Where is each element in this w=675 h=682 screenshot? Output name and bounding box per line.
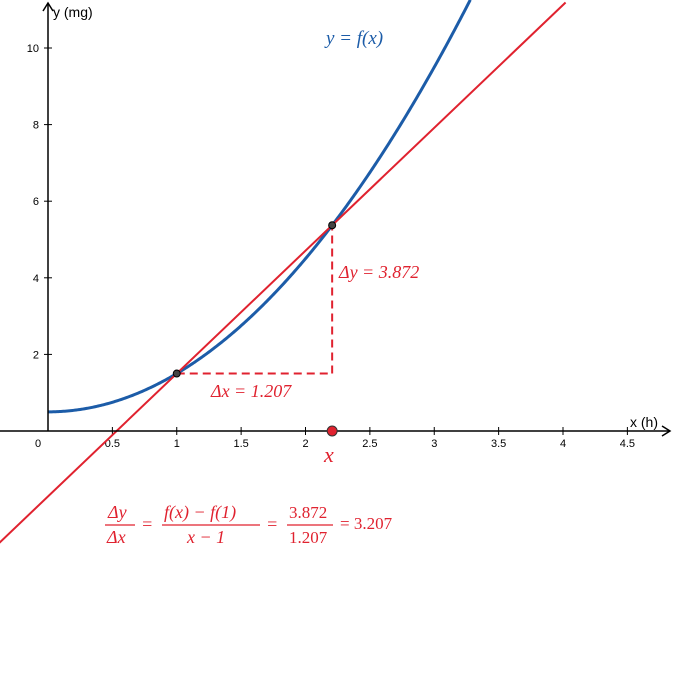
x-tick-label: 3.5 xyxy=(491,438,506,450)
x-tick-label: 2 xyxy=(302,438,308,450)
x-tick-label: 2.5 xyxy=(362,438,377,450)
x-slider-point[interactable] xyxy=(326,425,338,437)
frac1-numerator: Δy xyxy=(107,502,127,522)
point-a[interactable] xyxy=(172,369,181,378)
function-label: y = f(x) xyxy=(324,28,383,49)
x-tick-label: 4.5 xyxy=(620,438,635,450)
y-tick-label: 10 xyxy=(27,43,39,55)
frac1-denominator: Δx xyxy=(106,527,126,547)
difference-quotient-formula: Δy Δx = f(x) − f(1) x − 1 = 3.872 1.207 … xyxy=(105,502,393,547)
result-value: = 3.207 xyxy=(340,514,393,533)
y-tick-label: 8 xyxy=(33,120,39,132)
x-tick-label: 0.5 xyxy=(105,438,120,450)
delta-x-label: Δx = 1.207 xyxy=(210,381,292,401)
x-tick-label: 3 xyxy=(431,438,437,450)
point-b[interactable] xyxy=(328,221,337,230)
y-axis-label: y (mg) xyxy=(53,4,93,20)
secant-line xyxy=(0,1,567,544)
equals-2: = xyxy=(266,514,278,534)
frac2-denominator: x − 1 xyxy=(186,527,225,547)
frac3-denominator: 1.207 xyxy=(289,528,328,547)
y-axis-arrow xyxy=(42,1,54,12)
delta-y-label: Δy = 3.872 xyxy=(338,262,419,282)
x-axis-arrow xyxy=(661,425,672,437)
frac3-numerator: 3.872 xyxy=(289,503,327,522)
y-tick-label: 4 xyxy=(33,273,39,285)
equals-1: = xyxy=(141,514,153,534)
x-tick-label: 0 xyxy=(35,438,41,450)
x-tick-label: 1.5 xyxy=(233,438,248,450)
y-tick-label: 6 xyxy=(33,196,39,208)
curve-f xyxy=(48,0,472,414)
x-variable-label: x xyxy=(323,442,334,467)
x-axis-label: x (h) xyxy=(630,414,658,430)
y-tick-label: 2 xyxy=(33,349,39,361)
frac2-numerator: f(x) − f(1) xyxy=(164,502,236,523)
x-tick-label: 4 xyxy=(560,438,566,450)
x-tick-label: 1 xyxy=(174,438,180,450)
